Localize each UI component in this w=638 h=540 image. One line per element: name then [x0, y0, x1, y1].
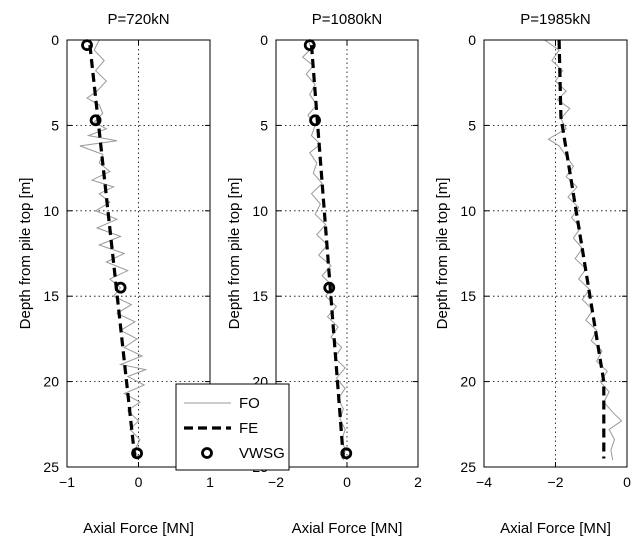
subplot-title: P=720kN: [107, 11, 169, 28]
series-vwsg-marker: [114, 281, 127, 294]
y-tick-label: 10: [252, 203, 268, 219]
series-vwsg-marker: [81, 39, 93, 52]
y-tick-label: 15: [460, 288, 476, 304]
subplot-3: −4 −2 0 0 5 10 15 20 25 P=1985kN Axial Force [MN] D…: [434, 11, 631, 537]
x-axis-label: Axial Force [MN]: [500, 520, 611, 537]
legend: FO FE VWSG: [175, 383, 290, 471]
legend-box: [175, 383, 290, 471]
x-tick-label: 2: [414, 474, 422, 490]
y-tick-label: 20: [460, 374, 476, 390]
y-tick-label: 15: [43, 288, 59, 304]
x-axis-label: Axial Force [MN]: [83, 520, 194, 537]
x-tick-label: −4: [476, 474, 492, 490]
series-vwsg-marker: [323, 281, 336, 294]
series-fe-line: [557, 39, 606, 459]
legend-vwsg-swatch: [201, 447, 213, 459]
y-tick-label: 10: [460, 203, 476, 219]
x-tick-label: 0: [343, 474, 351, 490]
series-vwsg-marker: [131, 447, 143, 460]
subplot-title: P=1080kN: [312, 11, 382, 28]
y-tick-label: 5: [260, 117, 268, 133]
series-vwsg-marker: [303, 39, 316, 52]
y-tick-label: 0: [260, 32, 268, 48]
y-tick-label: 25: [43, 459, 59, 475]
legend-label-fe: FE: [239, 420, 258, 437]
series-fo-line: [79, 39, 148, 459]
y-axis-label: Depth from pile top [m]: [434, 178, 451, 330]
x-tick-label: 0: [623, 474, 631, 490]
x-tick-label: 1: [206, 474, 214, 490]
x-tick-label: −2: [268, 474, 284, 490]
series-vwsg-marker: [340, 447, 353, 460]
y-tick-label: 5: [51, 117, 59, 133]
y-axis-label: Depth from pile top [m]: [226, 178, 243, 330]
y-tick-label: 0: [51, 32, 59, 48]
x-axis-label: Axial Force [MN]: [292, 520, 403, 537]
y-tick-label: 10: [43, 203, 59, 219]
x-tick-label: −1: [59, 474, 75, 490]
x-tick-label: 0: [135, 474, 143, 490]
y-tick-label: 20: [43, 374, 59, 390]
y-tick-label: 0: [468, 32, 476, 48]
legend-label-vwsg: VWSG: [239, 445, 285, 462]
legend-label-fo: FO: [239, 395, 260, 412]
y-tick-label: 5: [468, 117, 476, 133]
subplot-title: P=1985kN: [520, 11, 590, 28]
y-tick-label: 15: [252, 288, 268, 304]
y-tick-label: 25: [460, 459, 476, 475]
series-vwsg-marker: [89, 114, 102, 127]
x-tick-label: −2: [548, 474, 564, 490]
series-vwsg-marker: [309, 114, 321, 127]
y-axis-label: Depth from pile top [m]: [17, 178, 34, 330]
